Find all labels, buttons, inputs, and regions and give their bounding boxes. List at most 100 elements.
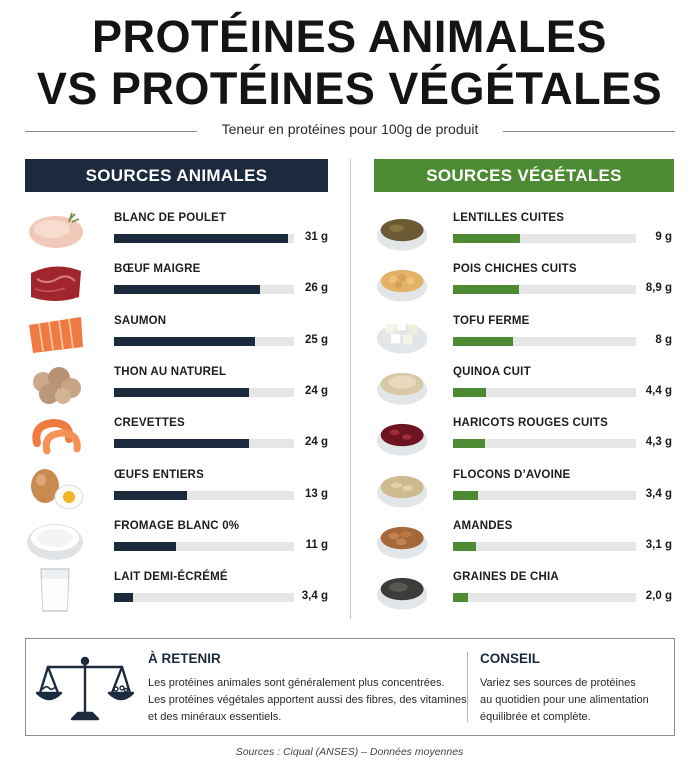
bar-track: [114, 593, 294, 603]
beef-icon: [31, 266, 81, 302]
bar: [114, 490, 188, 500]
takeaway-line: Les protéines végétales apportent aussi …: [148, 694, 467, 706]
almonds-icon: [376, 526, 428, 559]
red-beans-icon: [376, 424, 428, 456]
takeaway-title: À RETENIR: [148, 651, 221, 666]
title-line-2: VS PROTÉINES VÉGÉTALES: [36, 63, 663, 114]
bar-track: [114, 234, 294, 243]
bar-track: [453, 541, 636, 551]
bar-category-label: BŒUF MAIGRE: [114, 263, 201, 276]
animal-column-header: SOURCES ANIMALES: [25, 159, 328, 192]
bar-row: FROMAGE BLANC 0% 11 g: [25, 514, 335, 565]
bar-category-label: ŒUFS ENTIERS: [114, 468, 204, 481]
eggs-icon: [31, 468, 84, 509]
advice-line: Variez ses sources de protéines: [480, 677, 636, 689]
bar: [453, 439, 486, 449]
bar-row: QUINOA CUIT 4,4 g: [376, 360, 676, 411]
chickpeas-icon: [376, 270, 428, 302]
bar-row: POIS CHICHES CUITS 8,9 g: [376, 257, 676, 308]
vegetable-column-header: SOURCES VÉGÉTALES: [374, 159, 674, 192]
bar-category-label: FROMAGE BLANC 0%: [114, 519, 240, 532]
chia-seeds-icon: [376, 577, 428, 610]
bar-category-label: SAUMON: [114, 314, 167, 327]
bar-category-label: CREVETTES: [114, 417, 185, 430]
bar-value-label: 9 g: [655, 231, 672, 243]
bar-track: [453, 285, 636, 295]
subtitle: Teneur en protéines pour 100g de produit: [221, 121, 479, 137]
bar: [453, 387, 486, 397]
subtitle-rule-right: [503, 131, 675, 132]
advice-text: Variez ses sources de protéines au quoti…: [480, 675, 670, 726]
bar-category-label: LENTILLES CUITES: [453, 212, 565, 224]
balance-scale-icon: [36, 656, 134, 721]
bar: [114, 336, 255, 346]
milk-glass-icon: [40, 568, 70, 612]
bar: [453, 541, 477, 551]
title-line-1: PROTÉINES ANIMALES: [92, 11, 607, 62]
subtitle-rule-left: [25, 131, 197, 132]
bar-category-label: THON AU NATUREL: [114, 365, 227, 378]
bar-row: AMANDES 3,1 g: [376, 514, 676, 565]
bar-value-label: 2,0 g: [645, 590, 672, 603]
bar-track: [453, 439, 636, 449]
bar-category-label: QUINOA CUIT: [453, 365, 531, 378]
bar-row: LENTILLES CUITES 9 g: [376, 206, 676, 257]
bar: [114, 541, 176, 551]
bar-value-label: 3,4 g: [301, 590, 328, 603]
bar-category-label: HARICOTS ROUGES CUITS: [453, 417, 608, 430]
source-note: Sources : Ciqual (ANSES) – Données moyen…: [235, 746, 464, 758]
bar-category-label: POIS CHICHES CUITS: [453, 263, 577, 276]
bar-value-label: 4,3 g: [645, 436, 672, 449]
bar-track: [114, 490, 294, 500]
bar-row: SAUMON 25 g: [25, 309, 335, 360]
bar: [453, 593, 468, 603]
shrimp-icon: [32, 419, 81, 455]
bar-row: CREVETTES 24 g: [25, 411, 335, 462]
advice-line: équilibrée et complète.: [480, 711, 591, 723]
bar: [453, 285, 520, 295]
bar-row: LAIT DEMI-ÉCRÉMÉ 3,4 g: [25, 565, 335, 616]
lentils-icon: [376, 218, 428, 251]
bar-value-label: 31 g: [304, 231, 328, 243]
bar-track: [453, 593, 636, 603]
bar: [453, 336, 513, 346]
subtitle-row: Teneur en protéines pour 100g de produit: [25, 120, 675, 142]
bar-row: GRAINES DE CHIA 2,0 g: [376, 565, 676, 616]
bar: [114, 285, 261, 295]
bar-track: [114, 541, 294, 551]
box-separator: [467, 652, 468, 722]
bar-category-label: FLOCONS D’AVOINE: [453, 468, 571, 481]
tuna-icon: [33, 366, 81, 404]
quinoa-icon: [376, 372, 428, 405]
bar-track: [453, 387, 636, 397]
bar-row: BLANC DE POULET 31 g: [25, 206, 335, 257]
takeaway-line: et des minéraux essentiels.: [148, 711, 282, 723]
chicken-breast-icon: [29, 212, 83, 248]
bar-category-label: LAIT DEMI-ÉCRÉMÉ: [114, 571, 228, 584]
bar-value-label: 25 g: [304, 333, 328, 346]
bar-value-label: 8,9 g: [645, 282, 672, 295]
bar-track: [114, 336, 294, 346]
bar-value-label: 11 g: [305, 538, 328, 551]
bar-value-label: 3,4 g: [645, 487, 672, 500]
bar-row: TOFU FERME 8 g: [376, 309, 676, 360]
bar-value-label: 24 g: [304, 384, 328, 397]
salmon-icon: [29, 316, 83, 353]
fromage-blanc-icon: [27, 523, 83, 560]
bar-row: HARICOTS ROUGES CUITS 4,3 g: [376, 411, 676, 462]
bar: [453, 234, 521, 243]
bar-row: ŒUFS ENTIERS 13 g: [25, 463, 335, 514]
takeaway-line: Les protéines animales sont généralement…: [148, 677, 445, 689]
bar-value-label: 13 g: [304, 487, 328, 500]
bar-value-label: 24 g: [304, 436, 328, 449]
bar: [114, 387, 249, 397]
bar-track: [453, 490, 636, 500]
tofu-icon: [376, 320, 428, 354]
bar-row: THON AU NATUREL 24 g: [25, 360, 335, 411]
bar-category-label: AMANDES: [453, 519, 513, 532]
advice-title: CONSEIL: [480, 651, 541, 666]
oats-icon: [376, 475, 428, 508]
bar-value-label: 4,4 g: [645, 384, 672, 397]
bar-track: [453, 336, 636, 346]
bar-category-label: GRAINES DE CHIA: [453, 571, 559, 584]
